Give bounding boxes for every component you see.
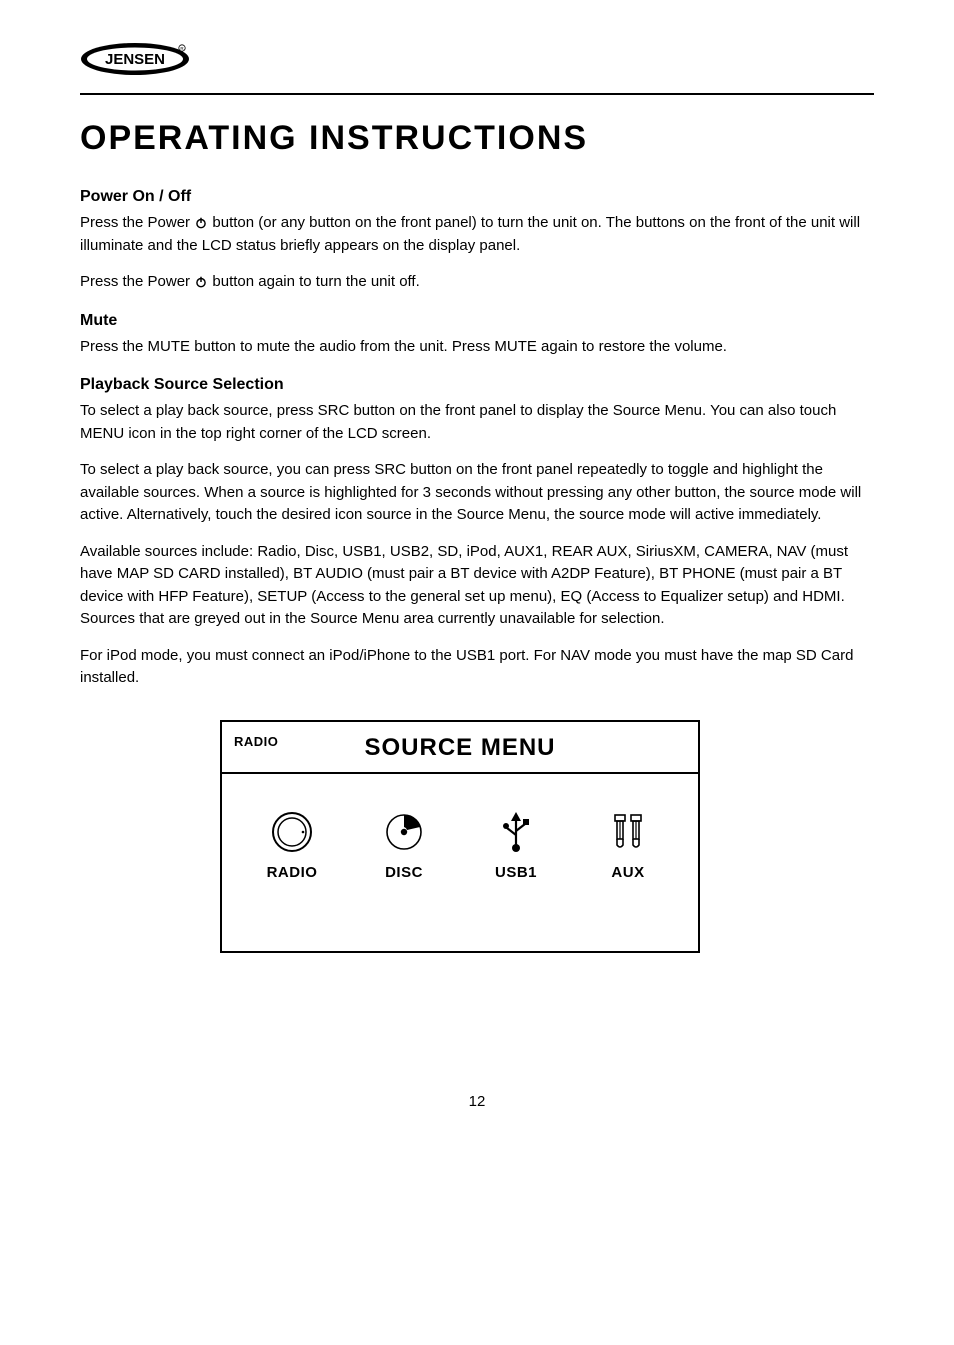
brand-logo: JENSEN R — [80, 40, 874, 83]
section-heading-mute: Mute — [80, 312, 874, 330]
power-paragraph-1: Press the Power button (or any button on… — [80, 212, 874, 257]
usb-icon — [500, 811, 532, 853]
section-heading-power: Power On / Off — [80, 188, 874, 206]
source-item-aux[interactable]: AUX — [583, 810, 673, 881]
mute-paragraph: Press the MUTE button to mute the audio … — [80, 336, 874, 359]
radio-dial-icon — [271, 811, 313, 853]
source-menu-panel: RADIO SOURCE MENU RADIO — [220, 720, 700, 953]
source-item-usb1[interactable]: USB1 — [471, 810, 561, 881]
source-item-label: USB1 — [495, 864, 537, 881]
source-menu-title: SOURCE MENU — [364, 734, 555, 761]
power-p2-a: Press the Power — [80, 273, 190, 290]
source-menu-header: RADIO SOURCE MENU — [222, 722, 698, 774]
section-heading-source: Playback Source Selection — [80, 376, 874, 394]
source-paragraph-4: For iPod mode, you must connect an iPod/… — [80, 645, 874, 690]
source-menu-badge: RADIO — [234, 734, 278, 749]
power-paragraph-2: Press the Power button again to turn the… — [80, 271, 874, 294]
power-p1-a: Press the Power — [80, 214, 190, 231]
power-p2-b: button again to turn the unit off. — [212, 273, 419, 290]
source-item-radio[interactable]: RADIO — [247, 810, 337, 881]
source-paragraph-3: Available sources include: Radio, Disc, … — [80, 541, 874, 631]
source-item-label: AUX — [611, 864, 644, 881]
source-menu-body: RADIO DISC — [222, 774, 698, 951]
disc-icon — [384, 812, 424, 852]
source-item-disc[interactable]: DISC — [359, 810, 449, 881]
header-rule — [80, 93, 874, 95]
power-icon — [194, 275, 208, 289]
power-icon — [194, 216, 208, 230]
source-paragraph-2: To select a play back source, you can pr… — [80, 459, 874, 527]
source-item-label: RADIO — [267, 864, 318, 881]
page-number: 12 — [80, 1093, 874, 1110]
source-item-label: DISC — [385, 864, 423, 881]
aux-rca-icon — [607, 811, 649, 853]
svg-text:JENSEN: JENSEN — [105, 51, 165, 68]
page-title: OPERATING INSTRUCTIONS — [80, 119, 874, 158]
source-paragraph-1: To select a play back source, press SRC … — [80, 400, 874, 445]
